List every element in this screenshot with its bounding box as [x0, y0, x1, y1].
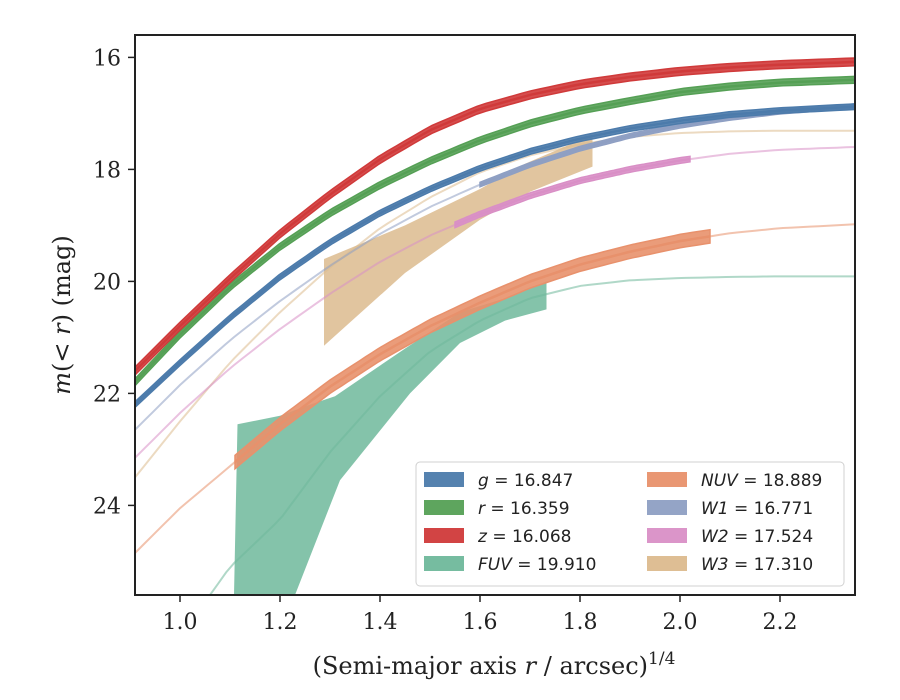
x-tick-label: 1.8: [563, 610, 598, 635]
legend-swatch-z: [424, 528, 464, 543]
legend-label-r: r = 16.359: [478, 499, 570, 519]
y-axis: 16 18 20 22 24: [93, 46, 135, 519]
legend-swatch-w2: [647, 528, 687, 543]
series-band-nuv: [234, 228, 711, 471]
plot-frame: [134, 34, 856, 596]
legend: g = 16.847 r = 16.359 z = 16.068 FUV = 19.9…: [415, 461, 845, 587]
series-line-g: [135, 105, 855, 406]
y-tick-label: 16: [93, 46, 121, 71]
series-band-z: [135, 57, 855, 376]
legend-swatch-fuv: [424, 556, 464, 571]
series-band-w1: [479, 103, 855, 188]
x-axis-label: (Semi-major axis r / arcsec)1/4: [313, 649, 676, 680]
y-tick-label: 24: [93, 494, 121, 519]
legend-swatch-w3: [647, 556, 687, 571]
x-axis: 1.0 1.2 1.4 1.6 1.8 2.0 2.2: [163, 595, 798, 635]
series-line-faint-g: [135, 105, 855, 406]
y-tick-label: 20: [93, 270, 121, 295]
x-tick-label: 1.2: [263, 610, 298, 635]
series-band-g: [135, 103, 855, 409]
y-tick-label: 22: [93, 382, 121, 407]
legend-frame: [415, 461, 845, 587]
series-bands: [234, 134, 593, 595]
series-line-nuv: [234, 235, 711, 463]
legend-label-fuv: FUV = 19.910: [478, 555, 596, 575]
series-band-fuv: [234, 281, 547, 595]
series-band-w3: [324, 134, 593, 346]
series-line-faint-w3: [135, 129, 855, 479]
legend-swatch-g: [424, 472, 464, 487]
series-line-z: [135, 60, 855, 372]
x-tick-label: 1.0: [163, 610, 198, 635]
legend-label-w3: W3 = 17.310: [701, 555, 813, 575]
legend-swatch-w1: [647, 500, 687, 515]
legend-label-w1: W1 = 16.771: [701, 499, 813, 519]
x-tick-label: 2.2: [763, 610, 798, 635]
series-line-w2: [454, 157, 691, 226]
series-lines: [135, 57, 855, 595]
y-axis-label: m(< r) (mag): [48, 235, 76, 395]
series-line-r: [135, 78, 855, 384]
x-tick-label: 1.4: [363, 610, 398, 635]
y-tick-label: 18: [93, 158, 121, 183]
x-tick-label: 2.0: [663, 610, 698, 635]
legend-swatch-r: [424, 500, 464, 515]
legend-label-g: g = 16.847: [478, 471, 573, 491]
legend-label-nuv: NUV = 18.889: [701, 471, 822, 491]
series-band-r: [135, 75, 855, 387]
legend-label-w2: W2 = 17.524: [701, 527, 813, 547]
series-line-faint-fuv: [209, 275, 855, 595]
legend-label-z: z = 16.068: [477, 527, 571, 547]
x-tick-label: 1.6: [463, 610, 498, 635]
legend-swatch-nuv: [647, 472, 687, 487]
